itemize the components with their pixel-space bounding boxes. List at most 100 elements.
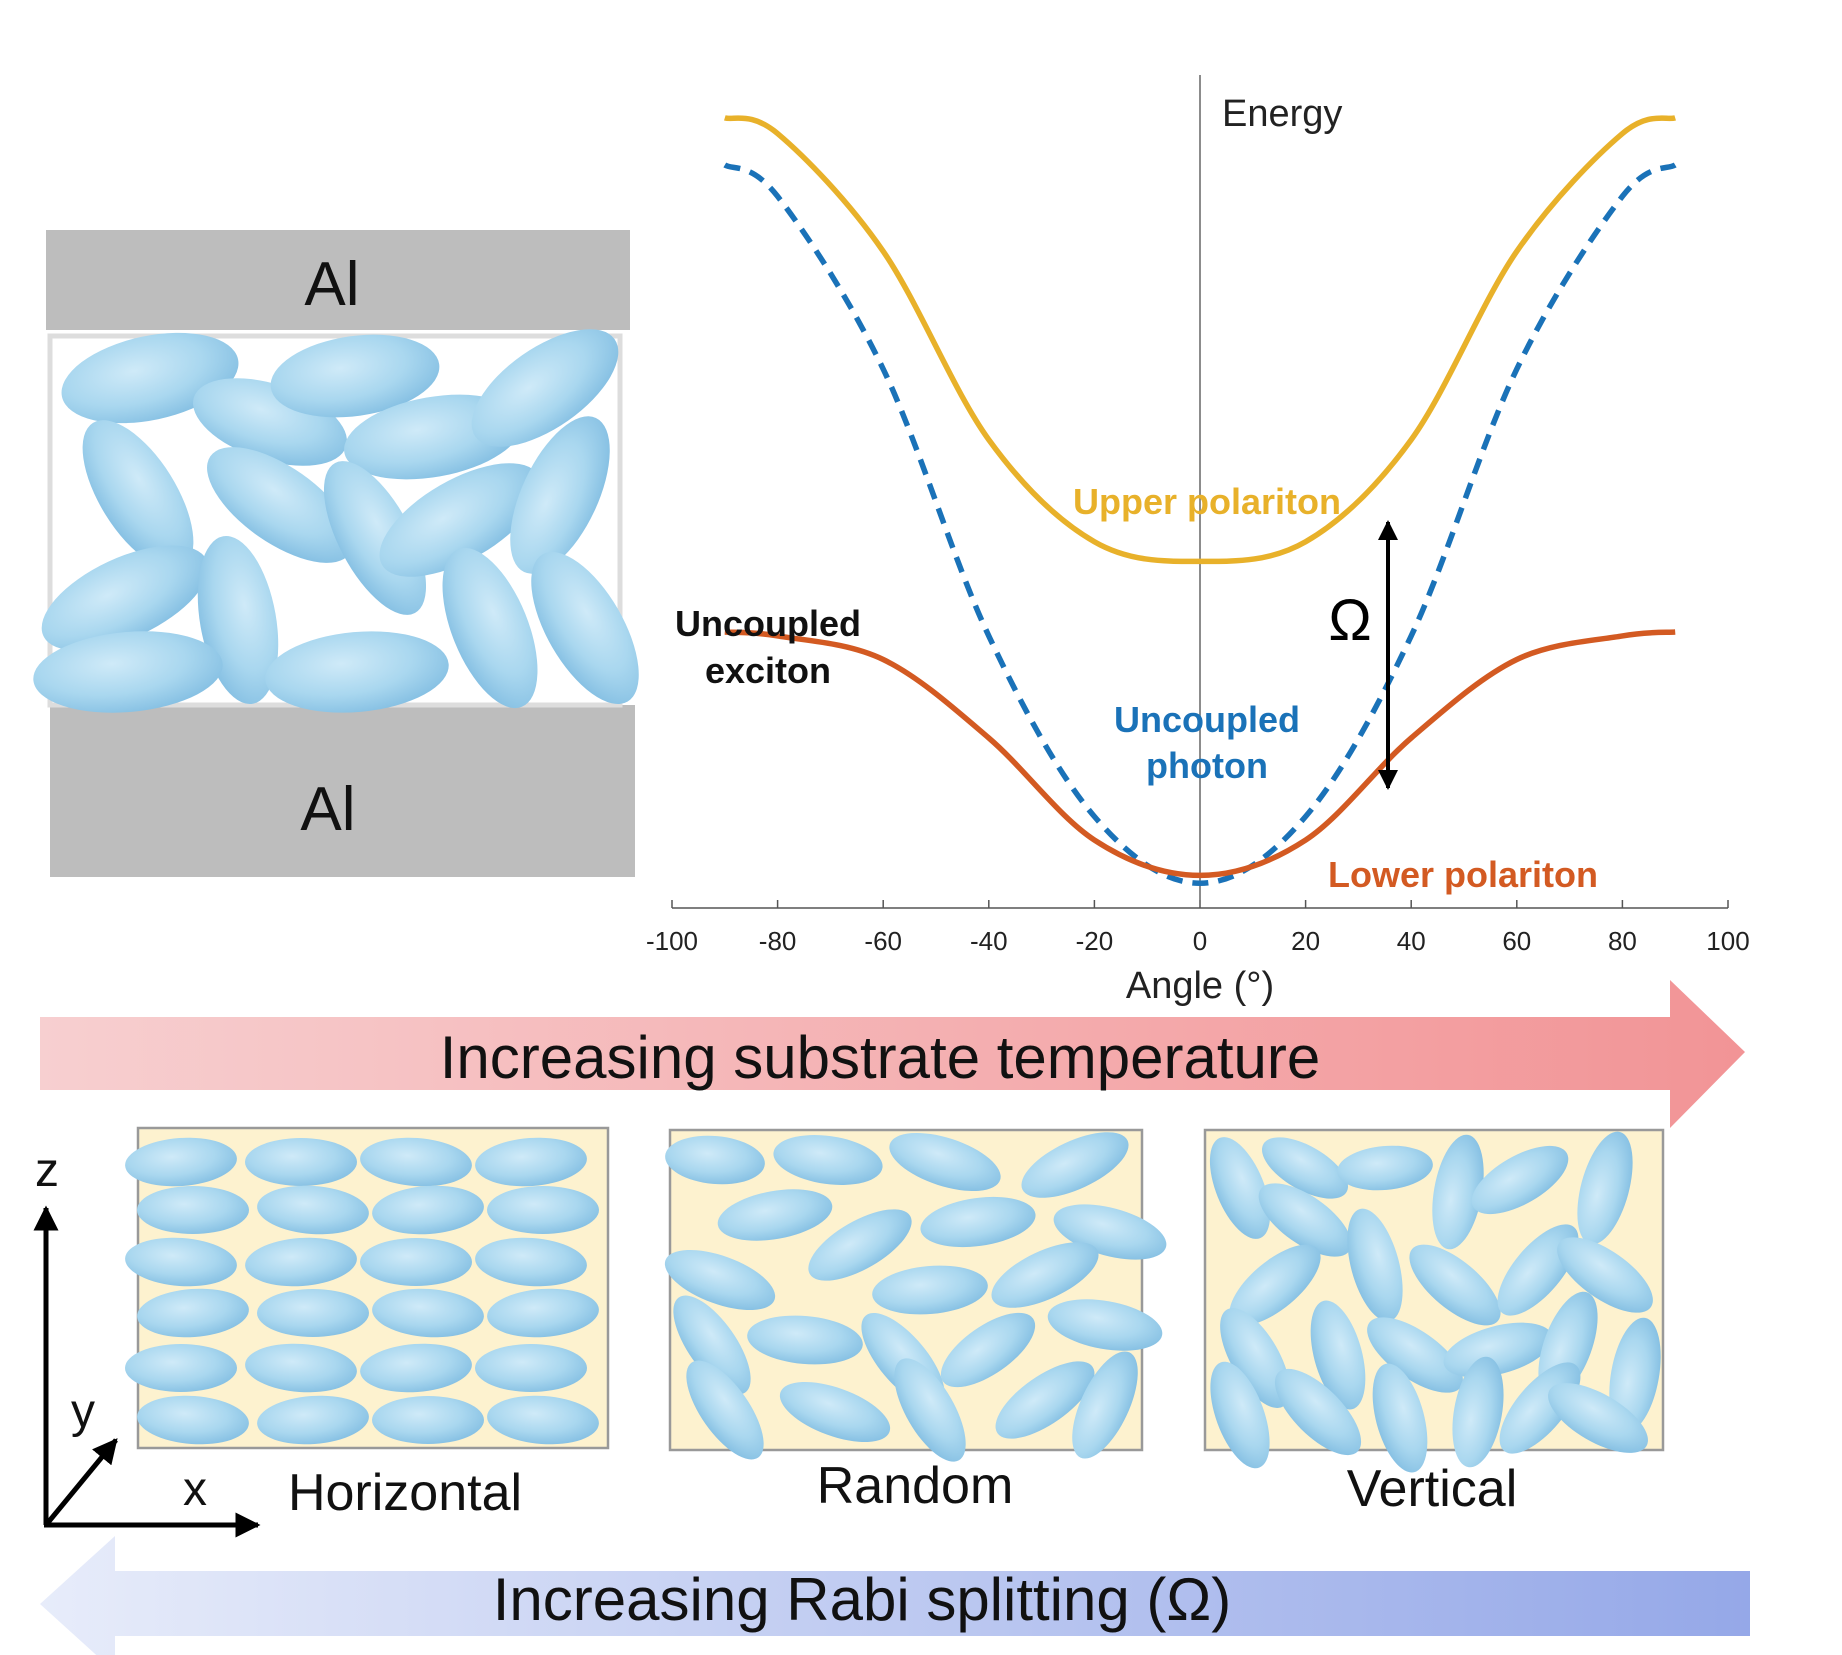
molecule — [372, 1288, 484, 1338]
molecule — [82, 420, 194, 570]
molecule — [1452, 1356, 1504, 1468]
molecule — [125, 1237, 237, 1287]
molecule — [920, 1196, 1036, 1248]
molecule — [125, 1137, 237, 1187]
molecule — [475, 1137, 587, 1187]
rabi-arrow-label: Increasing Rabi splitting (Ω) — [493, 1566, 1232, 1633]
coordinate-axes: z y x — [33, 1144, 261, 1538]
molecule — [245, 1138, 357, 1186]
molecule — [510, 416, 610, 574]
molecule — [1347, 1208, 1403, 1322]
top-metal-label: Al — [304, 250, 359, 319]
molecule — [1557, 1237, 1653, 1313]
vertical-molecules — [1209, 1131, 1661, 1473]
molecule — [360, 1343, 472, 1393]
molecule — [995, 1361, 1095, 1439]
z-axis-label: z — [35, 1144, 59, 1197]
molecule — [1220, 1308, 1290, 1408]
x-tick-label: -20 — [1076, 926, 1114, 956]
molecule — [1443, 1322, 1553, 1378]
rabi-arrow: Increasing Rabi splitting (Ω) — [40, 1536, 1750, 1655]
molecule — [1047, 1299, 1163, 1351]
molecule — [137, 1395, 249, 1445]
molecule — [257, 1185, 369, 1235]
series-lower-polariton — [724, 629, 1676, 879]
molecule — [872, 1265, 988, 1315]
uncoupled-photon-label-line2: photon — [1146, 745, 1268, 786]
molecule — [257, 1289, 369, 1337]
molecule — [245, 1343, 357, 1393]
molecule — [1072, 1351, 1138, 1459]
molecule — [1337, 1145, 1433, 1191]
x-tick-label: 60 — [1502, 926, 1531, 956]
molecule — [257, 1395, 369, 1445]
bottom-metal-label: Al — [300, 775, 355, 844]
random-panel: Random — [664, 1128, 1167, 1515]
temperature-arrow-label: Increasing substrate temperature — [440, 1024, 1320, 1091]
microcavity-diagram: Al Al — [33, 230, 639, 877]
temperature-arrow: Increasing substrate temperature — [40, 980, 1745, 1128]
y-axis — [44, 1438, 118, 1527]
molecule — [1258, 1183, 1352, 1257]
molecule — [1262, 1137, 1348, 1199]
molecule — [717, 1189, 833, 1241]
molecule — [245, 1237, 357, 1287]
molecule — [889, 1132, 1001, 1192]
x-tick-label: -40 — [970, 926, 1008, 956]
molecule — [686, 1360, 764, 1460]
molecule — [207, 447, 353, 563]
uncoupled-photon-label-line1: Uncoupled — [1114, 699, 1300, 740]
molecule — [1229, 1244, 1321, 1326]
vertical-label: Vertical — [1347, 1460, 1518, 1518]
vertical-panel: Vertical — [1203, 1128, 1665, 1518]
molecule — [33, 631, 223, 713]
x-axis-label-3d: x — [183, 1463, 207, 1516]
molecule — [360, 1137, 472, 1187]
molecule — [1548, 1383, 1648, 1453]
molecule — [1310, 1300, 1366, 1410]
horizontal-label: Horizontal — [288, 1464, 522, 1522]
molecule — [137, 1288, 249, 1338]
molecule — [487, 1395, 599, 1445]
molecule — [747, 1315, 863, 1365]
molecule — [1577, 1131, 1633, 1245]
x-tick-label: -60 — [864, 926, 902, 956]
random-molecules — [664, 1132, 1167, 1462]
series-lines — [723, 115, 1677, 886]
molecule — [323, 461, 427, 615]
molecule — [808, 1209, 912, 1281]
molecule — [531, 551, 639, 705]
molecule — [1021, 1132, 1129, 1198]
bottom-aluminum-mirror — [50, 705, 635, 877]
uncoupled-exciton-label-line2: exciton — [705, 650, 831, 691]
molecule — [475, 1344, 587, 1392]
dispersion-chart: Energy -100 -80 -60 -40 -20 0 20 40 60 80 100 Angl… — [646, 75, 1750, 1007]
molecule — [673, 1295, 751, 1395]
molecule — [1209, 1137, 1271, 1239]
molecule — [940, 1312, 1036, 1388]
series-uncoupled-photon — [723, 162, 1677, 886]
molecule — [442, 547, 538, 709]
horizontal-molecules — [125, 1137, 599, 1445]
x-tick-label: 40 — [1397, 926, 1426, 956]
molecule — [1409, 1244, 1501, 1326]
molecule — [372, 1185, 484, 1235]
random-label: Random — [817, 1457, 1014, 1515]
molecule — [475, 1237, 587, 1287]
molecule — [125, 1344, 237, 1392]
molecule — [137, 1186, 249, 1234]
molecule — [270, 334, 440, 418]
molecule — [265, 631, 449, 713]
upper-polariton-label: Upper polariton — [1073, 481, 1341, 522]
molecule — [1274, 1368, 1362, 1456]
molecule — [664, 1249, 776, 1311]
y-axis-label: Energy — [1222, 93, 1342, 135]
molecule — [665, 1135, 765, 1185]
molecule — [471, 329, 619, 447]
cavity-molecules — [33, 329, 639, 713]
molecule — [487, 1186, 599, 1234]
x-tick-label: 100 — [1706, 926, 1749, 956]
molecule — [773, 1135, 883, 1185]
x-axis-label: Angle (°) — [1126, 965, 1274, 1007]
